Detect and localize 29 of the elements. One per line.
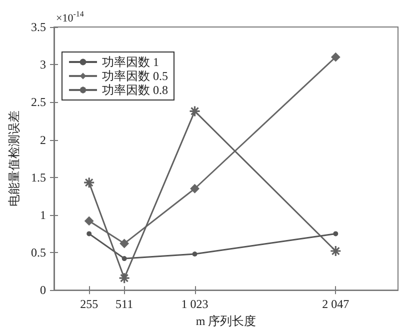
y-tick-label: 2.5 xyxy=(31,95,46,110)
point xyxy=(120,238,129,248)
point xyxy=(84,216,94,226)
y-tick-label: 0 xyxy=(40,283,46,298)
point xyxy=(331,52,340,62)
point xyxy=(118,272,130,284)
legend-label: 功率因数 0.8 xyxy=(102,83,168,97)
point xyxy=(86,231,92,236)
y-tick-label: 1.5 xyxy=(31,170,46,184)
point xyxy=(83,176,95,188)
y-tick-label: 2 xyxy=(40,132,46,147)
point xyxy=(333,231,338,236)
y-axis-title: 电能量值检测误差 xyxy=(7,110,22,207)
legend-label: 功率因数 0.5 xyxy=(102,69,168,83)
x-tick-label: 1 023 xyxy=(181,297,208,312)
x-axis-title: m 序列长度 xyxy=(196,314,256,328)
point xyxy=(192,252,198,257)
x-tick-label: 255 xyxy=(80,297,98,312)
legend-label: 功率因数 1 xyxy=(102,55,159,69)
point xyxy=(190,184,200,194)
y-tick-label: 0.5 xyxy=(31,246,46,260)
point xyxy=(122,256,127,262)
y-tick-label: 3.5 xyxy=(31,20,46,34)
x-tick-label: 511 xyxy=(116,297,134,312)
point xyxy=(330,245,342,257)
y-tick-label: 1 xyxy=(40,208,46,222)
point xyxy=(188,105,201,117)
x-tick-label: 2 047 xyxy=(322,297,350,312)
y-tick-label: 3 xyxy=(40,58,46,72)
